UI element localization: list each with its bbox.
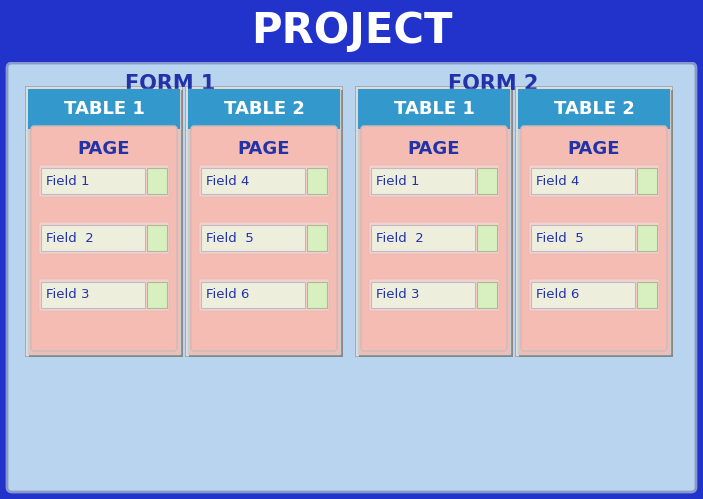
Bar [201,282,305,308]
Text: Field  2: Field 2 [376,232,424,245]
FancyBboxPatch shape [529,165,659,197]
FancyBboxPatch shape [7,63,696,492]
Bar [147,225,167,251]
FancyBboxPatch shape [39,279,169,311]
FancyBboxPatch shape [369,165,499,197]
FancyBboxPatch shape [529,279,659,311]
Text: Field  2: Field 2 [46,232,93,245]
Bar [531,225,635,251]
Bar [0,0,703,62]
Bar [307,225,327,251]
Bar [477,282,497,308]
FancyBboxPatch shape [199,279,329,311]
Bar [519,90,673,357]
Bar [188,89,340,129]
Text: Field 3: Field 3 [46,288,89,301]
FancyBboxPatch shape [199,222,329,254]
Text: Field  5: Field 5 [536,232,583,245]
Bar [25,86,183,357]
Text: FORM 1: FORM 1 [125,74,215,94]
FancyBboxPatch shape [521,126,667,351]
Bar [356,87,512,356]
Text: TABLE 1: TABLE 1 [394,100,475,118]
Bar [516,87,672,356]
FancyBboxPatch shape [31,126,177,351]
Bar [637,282,657,308]
FancyBboxPatch shape [191,126,337,351]
Bar [147,168,167,194]
Text: Field 1: Field 1 [376,175,420,188]
Bar [201,168,305,194]
Text: Field 6: Field 6 [536,288,579,301]
Bar [371,225,475,251]
Text: PAGE: PAGE [568,140,620,158]
Bar [28,89,180,129]
Text: PAGE: PAGE [408,140,460,158]
Text: TABLE 2: TABLE 2 [224,100,304,118]
Text: Field  5: Field 5 [206,232,254,245]
Bar [186,87,342,356]
Bar [201,225,305,251]
Bar [477,225,497,251]
FancyBboxPatch shape [361,126,507,351]
Bar [29,90,183,357]
Bar [28,89,180,354]
Bar [188,89,340,354]
Bar [26,87,182,356]
Bar [371,282,475,308]
Bar [515,86,673,357]
Bar [359,90,513,357]
FancyBboxPatch shape [39,165,169,197]
Text: FORM 2: FORM 2 [448,74,538,94]
Bar [477,168,497,194]
Text: Field 6: Field 6 [206,288,250,301]
FancyBboxPatch shape [369,279,499,311]
Bar [307,168,327,194]
Text: PAGE: PAGE [238,140,290,158]
FancyBboxPatch shape [529,222,659,254]
Bar [358,89,510,129]
Text: Field 4: Field 4 [206,175,250,188]
Text: Field 4: Field 4 [536,175,579,188]
Bar [531,282,635,308]
Bar [41,168,145,194]
Text: TABLE 2: TABLE 2 [553,100,634,118]
Text: PROJECT: PROJECT [251,10,452,52]
Bar [189,90,343,357]
Text: TABLE 1: TABLE 1 [63,100,144,118]
Bar [41,282,145,308]
Bar [637,225,657,251]
FancyBboxPatch shape [199,165,329,197]
Bar [147,282,167,308]
Text: Field 3: Field 3 [376,288,420,301]
Bar [518,89,670,354]
Bar [355,86,513,357]
FancyBboxPatch shape [39,222,169,254]
Bar [307,282,327,308]
Bar [41,225,145,251]
Text: PAGE: PAGE [78,140,130,158]
Bar [358,89,510,354]
FancyBboxPatch shape [369,222,499,254]
Text: Field 1: Field 1 [46,175,89,188]
Bar [518,89,670,129]
Bar [637,168,657,194]
Bar [371,168,475,194]
Bar [531,168,635,194]
Bar [185,86,343,357]
